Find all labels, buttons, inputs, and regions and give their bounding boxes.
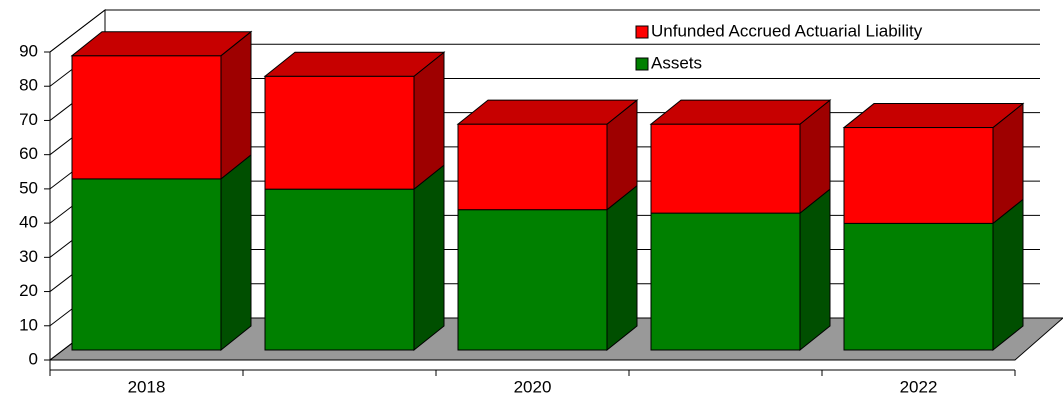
x-tick-label: 2022 <box>900 377 938 396</box>
bar-side <box>992 198 1024 352</box>
y-tick-label: 90 <box>19 41 38 60</box>
bar <box>650 212 801 351</box>
y-tick-label: 80 <box>19 76 38 95</box>
bar-side <box>413 164 445 352</box>
y-tick-label: 10 <box>19 315 38 334</box>
bar <box>264 75 415 190</box>
y-tick-label: 50 <box>19 178 38 197</box>
bar <box>264 188 415 351</box>
bar <box>457 209 608 351</box>
bar-side <box>220 30 252 180</box>
y-tick-label: 20 <box>19 281 38 300</box>
bar-top <box>70 31 253 57</box>
legend-swatch <box>635 25 649 39</box>
legend-swatch <box>635 57 649 71</box>
bar <box>843 127 994 224</box>
legend-label: Assets <box>651 53 702 72</box>
bar <box>843 222 994 351</box>
bar-side <box>220 153 252 352</box>
x-tick-label: 2020 <box>514 377 552 396</box>
bar-top <box>649 99 832 125</box>
bar <box>71 55 222 180</box>
legend-label: Unfunded Accrued Actuarial Liability <box>651 21 923 40</box>
grid-line <box>49 9 106 53</box>
y-tick-label: 60 <box>19 144 38 163</box>
bar-top <box>263 51 446 77</box>
bar-side <box>606 184 638 352</box>
x-tick-label: 2018 <box>128 377 166 396</box>
y-tick-label: 40 <box>19 213 38 232</box>
bar-side <box>799 188 831 352</box>
bar <box>650 123 801 214</box>
y-tick-label: 70 <box>19 110 38 129</box>
bar-top <box>842 103 1025 129</box>
y-tick-label: 0 <box>29 349 38 368</box>
bar <box>71 178 222 351</box>
y-tick-label: 30 <box>19 247 38 266</box>
bar-top <box>456 99 639 125</box>
bar <box>457 123 608 211</box>
